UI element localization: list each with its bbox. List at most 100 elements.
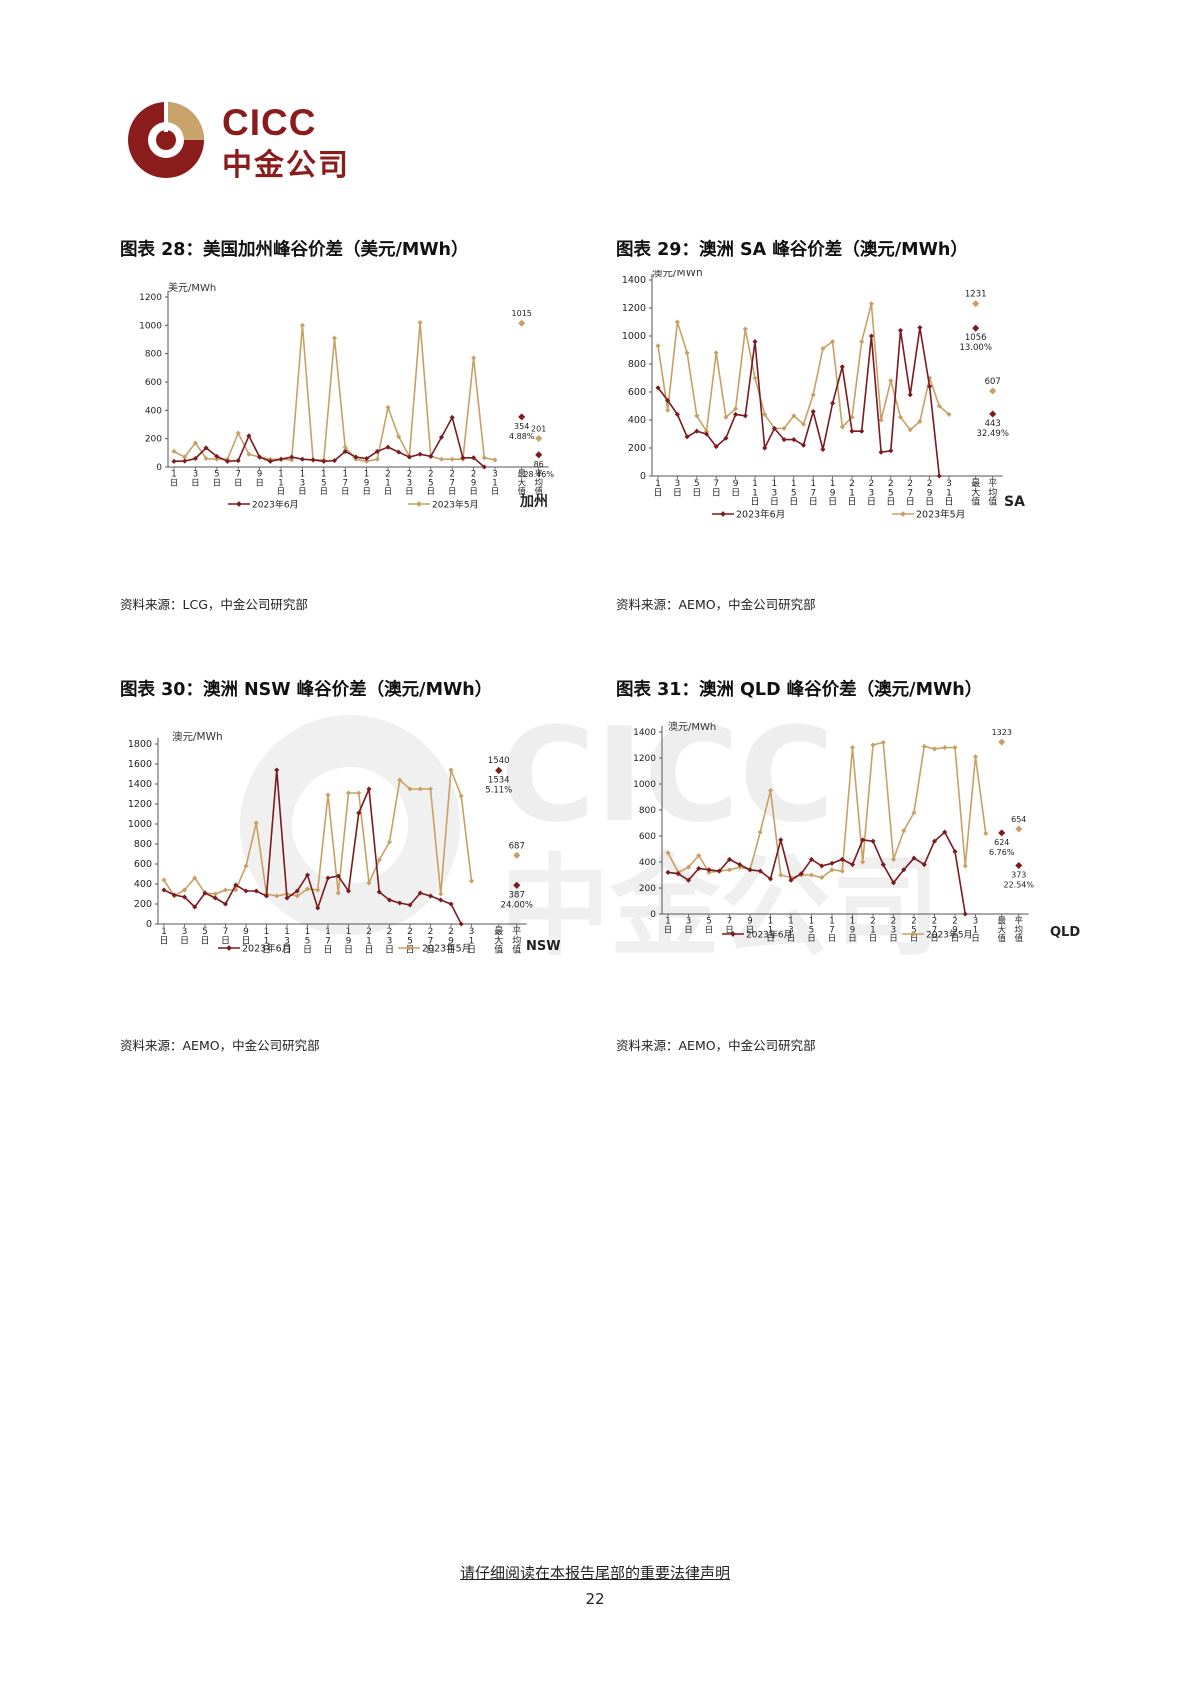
y-tick-label: 200 bbox=[628, 443, 646, 454]
svg-text:日: 日 bbox=[448, 487, 457, 497]
may-series-point bbox=[888, 378, 894, 384]
svg-text:值: 值 bbox=[1014, 933, 1023, 944]
may-series-point bbox=[665, 407, 671, 413]
x-tick-label: 1日 bbox=[170, 470, 179, 489]
june-avg-marker bbox=[1015, 861, 1023, 870]
may-series-point bbox=[492, 457, 498, 463]
svg-text:日: 日 bbox=[191, 478, 200, 488]
svg-text:3: 3 bbox=[973, 917, 978, 927]
svg-text:大: 大 bbox=[971, 486, 980, 498]
x-tick-label: 13日 bbox=[298, 470, 307, 497]
june-series-point bbox=[762, 445, 768, 451]
may-series-point bbox=[829, 867, 835, 873]
june-series-point bbox=[907, 392, 913, 398]
may-series-point bbox=[696, 852, 702, 859]
svg-text:1: 1 bbox=[469, 936, 475, 946]
svg-text:日: 日 bbox=[282, 945, 291, 956]
svg-text:9: 9 bbox=[448, 936, 454, 946]
region-label: QLD bbox=[1050, 925, 1080, 940]
x-tick-label: 13日 bbox=[282, 927, 291, 955]
june-series-point bbox=[342, 448, 348, 454]
svg-text:2: 2 bbox=[911, 917, 916, 927]
june-series-point bbox=[800, 442, 807, 448]
y-tick-label: 1200 bbox=[633, 754, 656, 764]
may-series-point bbox=[304, 886, 311, 892]
svg-text:日: 日 bbox=[787, 934, 796, 944]
june-series-point bbox=[936, 473, 942, 479]
june-series-point bbox=[299, 456, 305, 462]
x-tick-label: 5日 bbox=[692, 479, 701, 498]
x-tick-label: 最大值 bbox=[517, 470, 526, 497]
legal-notice[interactable]: 请仔细阅读在本报告尾部的重要法律声明 bbox=[0, 1562, 1190, 1583]
svg-text:最: 最 bbox=[997, 917, 1006, 927]
svg-text:2: 2 bbox=[869, 479, 875, 489]
x-tick-label: 平均值 bbox=[512, 926, 521, 955]
y-tick-label: 600 bbox=[134, 859, 152, 870]
may-series-point bbox=[468, 878, 475, 884]
x-tick-label: 19日 bbox=[362, 470, 371, 497]
svg-text:日: 日 bbox=[906, 497, 915, 508]
legal-notice-link[interactable]: 请仔细阅读在本报告尾部的重要法律声明 bbox=[459, 1564, 730, 1582]
x-tick-label: 25日 bbox=[886, 479, 895, 507]
y-tick-label: 0 bbox=[156, 463, 162, 473]
svg-text:3: 3 bbox=[182, 927, 188, 937]
may-series-point bbox=[791, 413, 797, 419]
legend-june-label: 2023年6月 bbox=[252, 499, 299, 511]
may-series-line bbox=[163, 769, 473, 898]
x-tick-label: 1日 bbox=[664, 917, 673, 936]
may-avg-marker bbox=[1015, 825, 1023, 833]
svg-text:1: 1 bbox=[278, 478, 283, 488]
y-tick-label: 400 bbox=[145, 406, 162, 416]
may-series-point bbox=[449, 456, 455, 462]
june-series-point bbox=[810, 409, 816, 415]
june-series-point bbox=[685, 877, 692, 883]
june-series-point bbox=[263, 893, 270, 899]
june-max-pct-label: 4.88% bbox=[509, 432, 535, 441]
y-tick-label: 1600 bbox=[128, 759, 152, 770]
june-avg-pct-label: 32.49% bbox=[976, 429, 1008, 439]
june-max-marker bbox=[495, 767, 503, 775]
svg-text:值: 值 bbox=[494, 944, 503, 956]
june-series-point bbox=[706, 867, 712, 873]
june-series-point bbox=[289, 454, 295, 460]
may-series-point bbox=[674, 319, 680, 325]
svg-text:1: 1 bbox=[850, 917, 855, 927]
svg-text:3: 3 bbox=[387, 936, 393, 946]
svg-text:1: 1 bbox=[768, 917, 773, 927]
may-series-point bbox=[325, 792, 331, 798]
y-tick-label: 1200 bbox=[622, 303, 646, 314]
svg-text:日: 日 bbox=[789, 497, 798, 508]
svg-text:日: 日 bbox=[930, 934, 939, 944]
svg-text:5: 5 bbox=[321, 478, 326, 488]
june-series-point bbox=[304, 872, 311, 878]
svg-text:1: 1 bbox=[655, 479, 661, 489]
svg-text:2: 2 bbox=[849, 479, 855, 489]
x-tick-label: 11日 bbox=[262, 927, 271, 955]
svg-text:7: 7 bbox=[810, 488, 816, 498]
svg-text:日: 日 bbox=[234, 478, 243, 488]
svg-text:2: 2 bbox=[428, 927, 434, 937]
y-unit-label: 澳元/MWh bbox=[668, 720, 716, 733]
svg-text:日: 日 bbox=[180, 935, 189, 946]
svg-text:大: 大 bbox=[517, 477, 526, 488]
june-series-point bbox=[733, 411, 739, 417]
svg-text:5: 5 bbox=[305, 936, 311, 946]
svg-text:日: 日 bbox=[705, 925, 714, 935]
svg-text:1: 1 bbox=[829, 917, 834, 927]
svg-text:1: 1 bbox=[161, 927, 167, 937]
may-series-point bbox=[274, 893, 280, 899]
svg-text:2: 2 bbox=[927, 479, 933, 489]
june-avg-marker bbox=[989, 410, 997, 418]
june-series-point bbox=[427, 893, 434, 899]
june-max-pct-label: 6.76% bbox=[989, 848, 1015, 857]
svg-text:1: 1 bbox=[788, 917, 793, 927]
svg-text:日: 日 bbox=[364, 945, 373, 956]
legend-june-marker bbox=[226, 945, 232, 951]
x-tick-label: 3日 bbox=[191, 470, 200, 489]
y-tick-label: 400 bbox=[134, 879, 152, 890]
svg-text:日: 日 bbox=[886, 497, 895, 508]
page-number: 22 bbox=[585, 1590, 605, 1608]
x-tick-label: 29日 bbox=[951, 917, 960, 944]
x-tick-label: 15日 bbox=[320, 470, 329, 497]
y-tick-label: 1400 bbox=[633, 728, 656, 738]
